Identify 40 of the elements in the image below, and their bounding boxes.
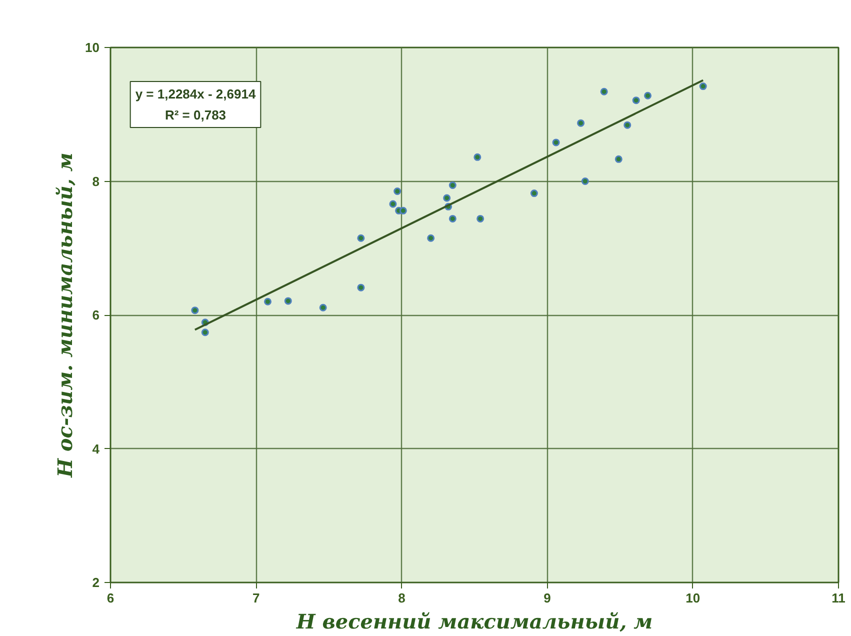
point [284, 297, 292, 305]
annotation: y = 1,2284x - 2,6914 R² = 0,783 [135, 86, 256, 122]
point [399, 206, 407, 214]
x-tick-label: 6 [106, 590, 114, 606]
y-tick-label: 8 [92, 174, 100, 189]
point [394, 188, 402, 196]
point [699, 82, 707, 90]
x-axis-title: H весенний максимальный, м [295, 610, 653, 634]
y-tick-label: 2 [92, 575, 100, 590]
point [357, 234, 365, 242]
x-tick-label: 11 [832, 590, 846, 606]
point [474, 153, 482, 161]
point [427, 234, 435, 242]
point [552, 138, 560, 146]
point [530, 190, 538, 198]
point [443, 194, 451, 202]
point [614, 155, 622, 163]
point [581, 178, 589, 185]
x-tick-label: 8 [398, 590, 406, 606]
y-tick-label: 6 [92, 308, 100, 322]
point [577, 119, 585, 127]
point [448, 182, 456, 190]
point [600, 88, 608, 96]
y-tick-label: 4 [92, 441, 100, 456]
point [201, 328, 209, 336]
y-tick-label: 10 [85, 40, 100, 55]
point [191, 306, 199, 314]
point [632, 96, 640, 104]
point [644, 92, 652, 100]
x-tick-label: 7 [252, 590, 260, 606]
y-axis-title: H ос-зим. минимальный, м [53, 152, 78, 478]
point [319, 304, 327, 312]
point [264, 298, 272, 306]
point [476, 214, 484, 222]
x-tick-label: 10 [686, 590, 700, 606]
point [389, 200, 397, 208]
x-tick-label: 9 [544, 590, 551, 606]
point [624, 121, 632, 129]
point [357, 284, 365, 292]
point [448, 214, 456, 222]
